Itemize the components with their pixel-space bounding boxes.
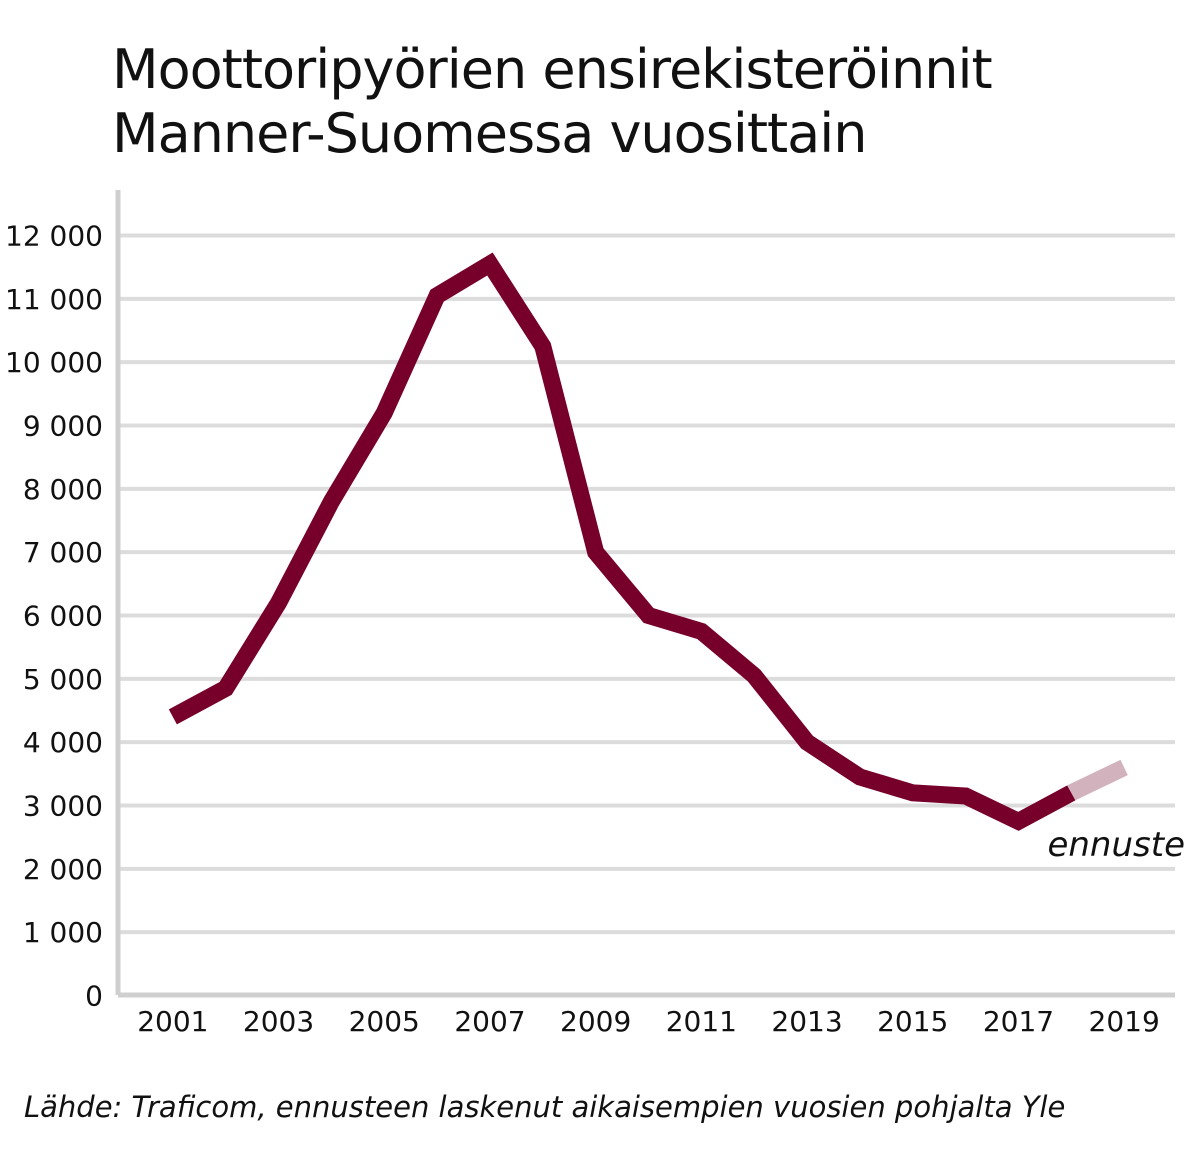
y-tick-label: 2 000	[23, 853, 103, 886]
chart-title: Moottoripyörien ensirekisteröinnit Manne…	[112, 38, 1172, 166]
x-tick-label: 2011	[666, 1005, 737, 1038]
forecast-line	[1067, 759, 1128, 801]
y-tick-label: 3 000	[23, 790, 103, 823]
x-tick-label: 2017	[983, 1005, 1054, 1038]
x-tick-label: 2005	[349, 1005, 420, 1038]
x-tick-label: 2001	[137, 1005, 208, 1038]
x-tick-label: 2003	[243, 1005, 314, 1038]
forecast-annotation: ennuste	[1047, 825, 1185, 865]
y-tick-label: 12 000	[5, 220, 103, 253]
x-tick-label: 2007	[454, 1005, 525, 1038]
series-line	[168, 252, 1076, 831]
y-tick-label: 9 000	[23, 410, 103, 443]
x-tick-label: 2009	[560, 1005, 631, 1038]
y-tick-label: 1 000	[23, 916, 103, 949]
y-tick-label: 10 000	[5, 346, 103, 379]
y-tick-label: 11 000	[5, 283, 103, 316]
y-tick-label: 6 000	[23, 600, 103, 633]
chart-title-line-1: Moottoripyörien ensirekisteröinnit	[112, 38, 993, 101]
x-tick-label: 2019	[1089, 1005, 1160, 1038]
y-tick-label: 5 000	[23, 663, 103, 696]
y-tick-label: 8 000	[23, 473, 103, 506]
y-axis-tick-labels: 0 1 000 2 000 3 000 4 000 5 000 6 000 7 000 8 00…	[5, 220, 103, 1013]
x-axis-tick-labels: 2001 2003 2005 2007 2009 2011 2013 2015 2017 2019	[137, 1005, 1160, 1038]
source-note: Lähde: Traficom, ennusteen laskenut aika…	[24, 1090, 1066, 1124]
series	[168, 252, 1128, 831]
annotations: ennuste	[1047, 825, 1185, 865]
axes	[115, 190, 1175, 998]
grid-lines	[118, 233, 1175, 935]
y-tick-label: 0	[85, 980, 103, 1013]
x-tick-label: 2013	[771, 1005, 842, 1038]
x-tick-label: 2015	[877, 1005, 948, 1038]
y-tick-label: 4 000	[23, 726, 103, 759]
chart-title-line-2: Manner-Suomessa vuosittain	[112, 102, 868, 165]
y-tick-label: 7 000	[23, 536, 103, 569]
